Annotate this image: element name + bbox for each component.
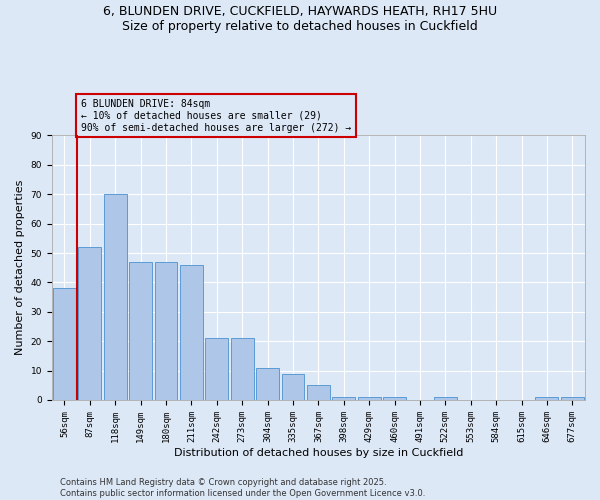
Bar bbox=[434, 397, 457, 400]
Bar bbox=[53, 288, 76, 400]
Bar bbox=[180, 265, 203, 400]
Bar bbox=[231, 338, 254, 400]
Bar bbox=[104, 194, 127, 400]
Bar bbox=[256, 368, 279, 400]
Bar bbox=[205, 338, 228, 400]
Bar bbox=[129, 262, 152, 400]
Bar bbox=[332, 397, 355, 400]
Bar bbox=[307, 386, 330, 400]
Text: 6, BLUNDEN DRIVE, CUCKFIELD, HAYWARDS HEATH, RH17 5HU
Size of property relative : 6, BLUNDEN DRIVE, CUCKFIELD, HAYWARDS HE… bbox=[103, 5, 497, 33]
Text: 6 BLUNDEN DRIVE: 84sqm
← 10% of detached houses are smaller (29)
90% of semi-det: 6 BLUNDEN DRIVE: 84sqm ← 10% of detached… bbox=[81, 100, 351, 132]
X-axis label: Distribution of detached houses by size in Cuckfield: Distribution of detached houses by size … bbox=[174, 448, 463, 458]
Bar bbox=[561, 397, 584, 400]
Y-axis label: Number of detached properties: Number of detached properties bbox=[15, 180, 25, 356]
Text: Contains HM Land Registry data © Crown copyright and database right 2025.
Contai: Contains HM Land Registry data © Crown c… bbox=[60, 478, 425, 498]
Bar bbox=[358, 397, 380, 400]
Bar bbox=[155, 262, 178, 400]
Bar bbox=[79, 247, 101, 400]
Bar bbox=[535, 397, 559, 400]
Bar bbox=[383, 397, 406, 400]
Bar bbox=[281, 374, 304, 400]
